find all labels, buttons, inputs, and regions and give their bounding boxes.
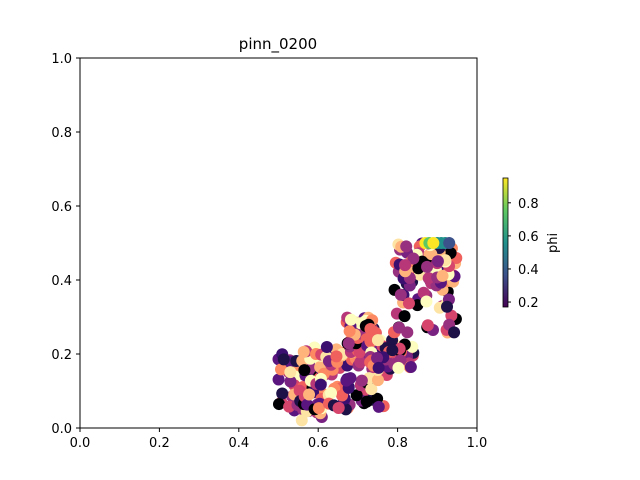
scatter-point (303, 388, 316, 401)
chart-title: pinn_0200 (239, 35, 317, 54)
scatter-point (441, 300, 454, 313)
colorbar (502, 177, 509, 308)
scatter-point (272, 373, 285, 386)
colorbar-ticks: 0.2 0.4 0.6 0.8 (508, 197, 539, 311)
plot-frame (79, 57, 478, 429)
scatter-point (421, 319, 434, 332)
scatter-point (398, 310, 411, 323)
y-axis: 0.0 0.2 0.4 0.6 0.8 1.0 (51, 52, 80, 437)
scatter-point (420, 295, 433, 308)
x-tick-label: 0.0 (70, 436, 91, 451)
y-tick-label: 0.6 (51, 200, 72, 215)
scatter-point (332, 402, 345, 415)
scatter-point (314, 378, 327, 391)
scatter-point-highlight (427, 237, 440, 249)
scatter-point (274, 363, 287, 376)
scatter-point (392, 321, 405, 334)
scatter-point (330, 350, 343, 363)
scatter-point (371, 351, 384, 364)
scatter-point (365, 383, 378, 396)
colorbar-tick-label: 0.2 (518, 296, 539, 311)
y-tick-label: 0.8 (51, 126, 72, 141)
scatter-point (284, 375, 297, 388)
scatter-point (364, 322, 377, 335)
scatter-point (372, 400, 385, 413)
scatter-point (407, 252, 420, 265)
y-tick-label: 0.4 (51, 274, 72, 289)
y-tick-label: 0.0 (51, 422, 72, 437)
x-tick-label: 1.0 (467, 436, 488, 451)
colorbar-tick-label: 0.6 (518, 230, 539, 245)
scatter-point (325, 387, 338, 400)
scatter-point (371, 334, 384, 347)
scatter-point (276, 387, 289, 400)
scatter-point (402, 297, 415, 310)
scatter-point (386, 344, 399, 357)
scatter-points (272, 237, 463, 427)
scatter-point-highlight (443, 237, 456, 249)
scatter-point (448, 326, 461, 339)
colorbar-tick-label: 0.8 (518, 197, 539, 212)
x-tick-label: 0.4 (228, 436, 249, 451)
x-tick-label: 0.2 (149, 436, 170, 451)
scatter-point (399, 259, 412, 272)
scatter-point (421, 260, 434, 273)
scatter-point (354, 356, 367, 369)
scatter-point (284, 366, 297, 379)
x-tick-label: 0.8 (387, 436, 408, 451)
scatter-point (343, 325, 356, 338)
x-tick-label: 0.6 (308, 436, 329, 451)
scatter-point (400, 240, 413, 253)
scatter-point (342, 337, 355, 350)
scatter-point (350, 389, 363, 402)
scatter-point (298, 364, 311, 377)
scatter-point (272, 398, 285, 411)
scatter-point (392, 361, 405, 374)
scatter-point (344, 313, 357, 326)
scatter-point (372, 361, 385, 374)
scatter-point (295, 414, 308, 427)
scatter-point (436, 269, 449, 282)
scatter-point (344, 372, 357, 385)
scatter-point (371, 374, 384, 387)
x-axis: 0.0 0.2 0.4 0.6 0.8 1.0 (70, 428, 488, 451)
scatter-point (320, 341, 333, 354)
scatter-point (277, 353, 290, 366)
y-tick-label: 0.2 (51, 348, 72, 363)
scatter-point (312, 402, 325, 415)
scatter-point (355, 374, 368, 387)
colorbar-tick-label: 0.4 (518, 263, 539, 278)
scatter-point (404, 361, 417, 374)
colorbar-label: phi (546, 233, 561, 253)
scatter-point (394, 288, 407, 301)
scatter-point (297, 345, 310, 358)
y-tick-label: 1.0 (51, 52, 72, 67)
scatter-point (431, 255, 444, 268)
scatter-point (360, 395, 373, 408)
scatter-point (445, 309, 458, 322)
